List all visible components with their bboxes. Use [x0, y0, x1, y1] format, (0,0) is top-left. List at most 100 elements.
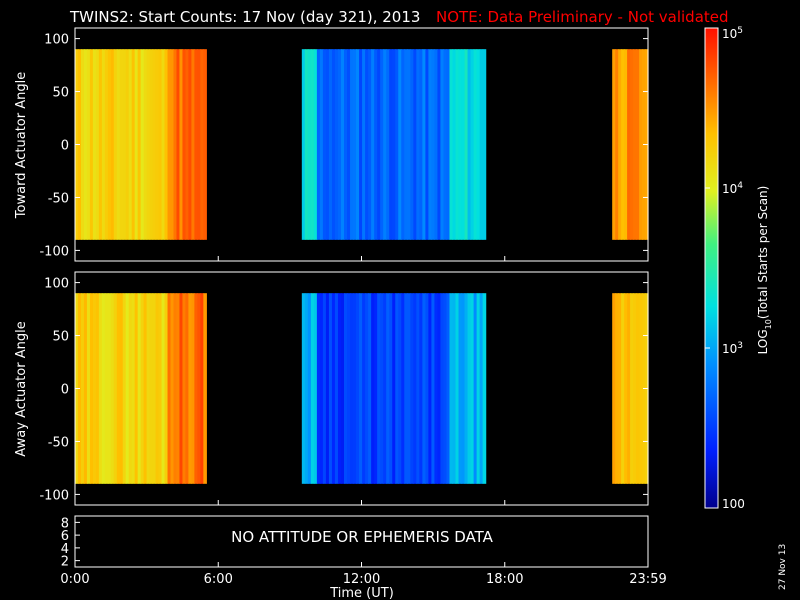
heatmap-column: [161, 49, 166, 240]
y-tick-label: 50: [52, 330, 69, 345]
y-tick-label: -100: [39, 488, 69, 503]
heatmap-column: [167, 49, 172, 240]
heatmap-column: [104, 293, 109, 484]
heatmap-column: [618, 293, 622, 484]
heatmap-column: [639, 49, 643, 240]
heatmap-column: [362, 49, 366, 240]
colorbar-frame: [704, 27, 719, 509]
heatmap-column: [356, 293, 360, 484]
colorbar-gradient: [705, 28, 718, 508]
x-tick-label: 12:00: [343, 572, 380, 587]
heatmap-column: [482, 49, 487, 240]
heatmap-column: [374, 293, 378, 484]
heatmap-column: [395, 49, 399, 240]
heatmap-column: [304, 293, 309, 484]
heatmap-column: [170, 293, 175, 484]
heatmap-column: [389, 293, 393, 484]
colorbar-tick-label: 104: [722, 181, 743, 196]
y-tick-label: 50: [52, 86, 69, 101]
heatmap-column: [443, 49, 448, 240]
heatmap-column: [113, 293, 118, 484]
heatmap-column: [322, 49, 327, 240]
x-tick-label: 18:00: [486, 572, 523, 587]
heatmap-column: [624, 49, 628, 240]
heatmap-column: [377, 293, 381, 484]
heatmap-column: [404, 293, 408, 484]
heatmap-column: [446, 293, 451, 484]
heatmap-column: [179, 49, 184, 240]
heatmap-column: [143, 293, 148, 484]
heatmap-column: [383, 49, 387, 240]
y-tick-label: 0: [61, 139, 69, 154]
heatmap-column: [479, 49, 484, 240]
colorbar-ticks: 105 104 103 100: [705, 26, 745, 511]
heatmap-column: [404, 49, 408, 240]
heatmap-column: [422, 293, 426, 484]
heatmap-column: [331, 49, 336, 240]
heatmap-column: [452, 293, 457, 484]
heatmap-column: [182, 49, 187, 240]
heatmap-column: [182, 293, 187, 484]
heatmap-column: [434, 49, 439, 240]
heatmap-column: [176, 293, 181, 484]
heatmap-column: [149, 293, 154, 484]
heatmap-column: [203, 49, 207, 240]
heatmap-column: [362, 293, 366, 484]
heatmap-column: [386, 293, 390, 484]
heatmap-column: [107, 49, 112, 240]
heatmap-column: [167, 293, 172, 484]
heatmap-column: [98, 49, 103, 240]
middle-panel: 100 50 0 -50 -100 Away Actuator Angle: [14, 271, 649, 506]
middle-y-ticks: 100 50 0 -50 -100: [39, 277, 648, 503]
colorbar-tick-label: 103: [722, 341, 743, 356]
heatmap-column: [307, 293, 312, 484]
heatmap-column: [113, 49, 118, 240]
heatmap-column: [434, 293, 439, 484]
colorbar-label: LOG10(Total Starts per Scan): [756, 186, 773, 355]
heatmap-column: [636, 293, 640, 484]
heatmap-column: [413, 49, 417, 240]
heatmap-column: [170, 49, 175, 240]
y-tick-label: -100: [39, 244, 69, 259]
heatmap-column: [83, 293, 88, 484]
heatmap-column: [337, 293, 342, 484]
heatmap-column: [304, 49, 309, 240]
heatmap-column: [334, 293, 339, 484]
heatmap-column: [636, 49, 640, 240]
heatmap-column: [431, 49, 436, 240]
top-panel: 100 50 0 -50 -100 Toward Actuator Angle: [14, 27, 649, 262]
heatmap-column: [371, 49, 375, 240]
heatmap-column: [197, 293, 201, 484]
y-tick-label: 4: [61, 542, 69, 557]
heatmap-column: [627, 49, 631, 240]
heatmap-column: [101, 49, 106, 240]
heatmap-column: [410, 293, 414, 484]
heatmap-column: [633, 293, 637, 484]
heatmap-column: [119, 293, 124, 484]
heatmap-column: [380, 49, 384, 240]
heatmap-column: [401, 49, 405, 240]
heatmap-column: [185, 293, 189, 484]
heatmap-column: [458, 293, 463, 484]
heatmap-column: [325, 293, 330, 484]
heatmap-column: [452, 49, 457, 240]
heatmap-column: [467, 49, 472, 240]
heatmap-column: [630, 293, 634, 484]
heatmap-column: [164, 293, 169, 484]
heatmap-column: [449, 49, 454, 240]
heatmap-column: [322, 293, 327, 484]
heatmap-column: [407, 49, 411, 240]
heatmap-column: [158, 293, 163, 484]
heatmap-column: [353, 49, 357, 240]
heatmap-column: [164, 49, 169, 240]
heatmap-column: [410, 49, 414, 240]
heatmap-column: [624, 293, 628, 484]
colorbar: 105 104 103 100 LOG10(Total Starts per Scan…: [704, 26, 773, 511]
heatmap-column: [621, 293, 625, 484]
heatmap-column: [437, 49, 442, 240]
heatmap-column: [319, 49, 324, 240]
heatmap-column: [146, 49, 151, 240]
y-tick-label: 6: [61, 529, 69, 544]
heatmap-column: [161, 293, 166, 484]
